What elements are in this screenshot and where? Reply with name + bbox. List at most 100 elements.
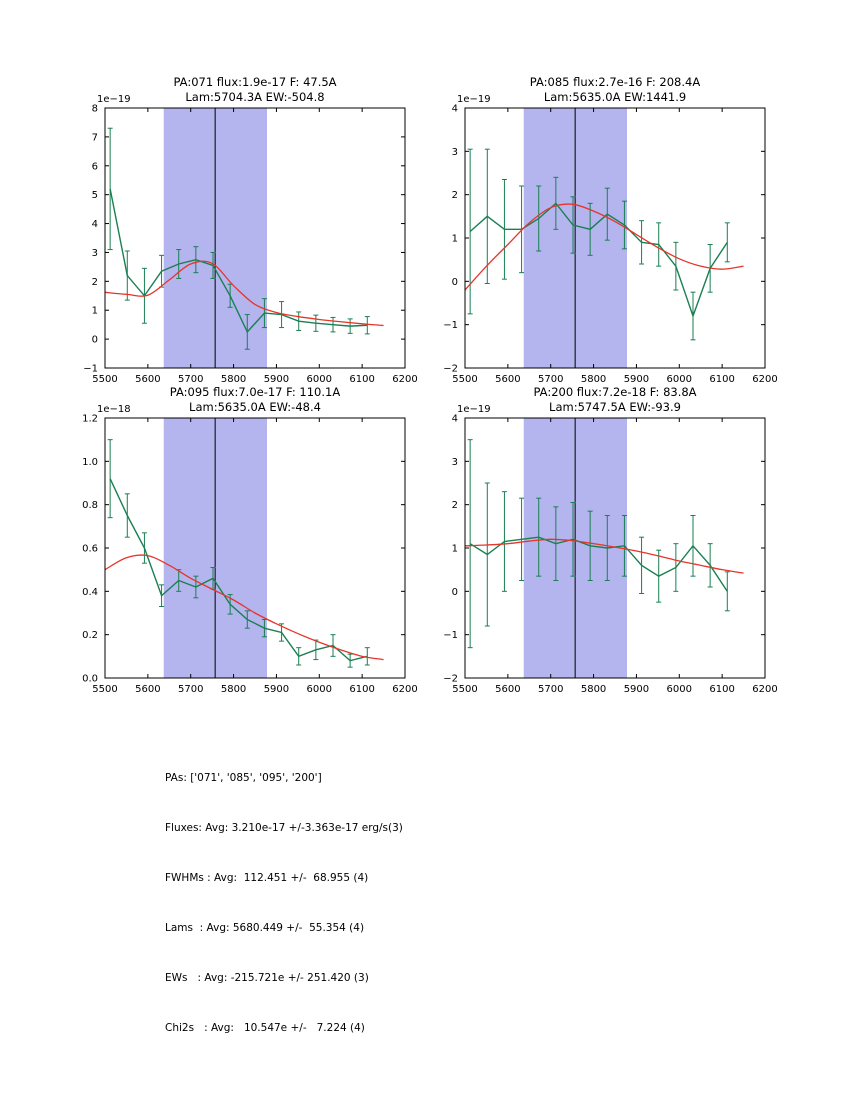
subplot-title-line1: PA:085 flux:2.7e-16 F: 208.4A — [530, 75, 701, 89]
subplot-title-line1: PA:095 flux:7.0e-17 F: 110.1A — [170, 385, 341, 399]
x-tick-label: 5500 — [452, 374, 477, 385]
spectrum-line — [109, 188, 368, 334]
fit-curve — [104, 554, 384, 661]
y-tick-label: 0 — [92, 335, 98, 346]
x-tick-label: 5700 — [538, 684, 563, 695]
y-axis-offset-label: 1e−19 — [457, 94, 491, 105]
y-axis-offset-label: 1e−19 — [457, 404, 491, 415]
subplot-PA071: 5500 5600 5700 5800 5900 6000 6100 6200 −1 0 1 2 3 4 5… — [83, 75, 417, 385]
x-tick-label: 6100 — [349, 684, 374, 695]
x-tick-label: 6100 — [349, 374, 374, 385]
x-tick-label: 5900 — [264, 374, 289, 385]
y-tick-label: 1 — [452, 234, 458, 245]
y-tick-label: 0.8 — [82, 500, 98, 511]
fit-summary: PAs: ['071', '085', '095', '200'] Fluxes… — [165, 741, 403, 1065]
x-tick-label: 6000 — [307, 684, 332, 695]
y-tick-label: 0.0 — [82, 674, 98, 685]
y-tick-label: 2 — [452, 190, 458, 201]
spectrum-line — [469, 536, 728, 592]
x-tick-label: 5700 — [178, 374, 203, 385]
x-tick-label: 5600 — [495, 374, 520, 385]
y-tick-label: −2 — [443, 364, 458, 375]
y-tick-label: 4 — [92, 219, 98, 230]
x-tick-label: 6000 — [667, 374, 692, 385]
y-tick-label: 7 — [92, 132, 98, 143]
x-tick-label: 6200 — [392, 684, 417, 695]
y-tick-label: 2 — [452, 500, 458, 511]
y-tick-label: −1 — [443, 320, 458, 331]
summary-line-pas: PAs: ['071', '085', '095', '200'] — [165, 772, 322, 784]
spectrum-line — [469, 202, 728, 319]
y-tick-label: 1.2 — [82, 414, 98, 425]
subplot-title-line2: Lam:5635.0A EW:1441.9 — [544, 90, 686, 104]
y-tick-label: 8 — [92, 104, 98, 115]
fit-curve — [464, 203, 744, 291]
y-tick-label: 0 — [452, 277, 458, 288]
summary-line-fwhms: FWHMs : Avg: 112.451 +/- 68.955 (4) — [165, 872, 369, 884]
summary-line-chi2s: Chi2s : Avg: 10.547e +/- 7.224 (4) — [165, 1022, 365, 1034]
subplot-title-line1: PA:071 flux:1.9e-17 F: 47.5A — [173, 75, 336, 89]
summary-line-ews: EWs : Avg: -215.721e +/- 251.420 (3) — [165, 972, 369, 984]
plots-canvas: 5500 5600 5700 5800 5900 6000 6100 6200−1012345… — [82, 75, 778, 695]
spectrum-line — [109, 478, 368, 662]
x-tick-label: 6100 — [709, 374, 734, 385]
y-tick-label: 4 — [452, 414, 458, 425]
subplot-PA095: 5500 5600 5700 5800 5900 6000 6100 6200 0.0 0.2 0.… — [82, 385, 418, 695]
y-tick-label: −2 — [443, 674, 458, 685]
x-tick-label: 6200 — [752, 374, 777, 385]
x-tick-label: 5600 — [135, 374, 160, 385]
fit-curve — [104, 260, 384, 327]
x-tick-label: 5800 — [221, 684, 246, 695]
x-tick-label: 6000 — [307, 374, 332, 385]
summary-line-lams: Lams : Avg: 5680.449 +/- 55.354 (4) — [165, 922, 365, 934]
y-tick-label: 0.2 — [82, 630, 98, 641]
subplot-PA085: 5500 5600 5700 5800 5900 6000 6100 6200 −2 −1 0 1 2 3… — [443, 75, 777, 385]
subplot-title-line1: PA:200 flux:7.2e-18 F: 83.8A — [533, 385, 696, 399]
y-tick-label: 5 — [92, 190, 98, 201]
error-bars — [107, 439, 370, 668]
y-tick-label: 0 — [452, 587, 458, 598]
x-tick-label: 5500 — [92, 374, 117, 385]
x-tick-label: 5600 — [135, 684, 160, 695]
subplot-title-line2: Lam:5635.0A EW:-48.4 — [189, 400, 321, 414]
tick-marks — [464, 417, 766, 679]
subplot-PA200: 5500 5600 5700 5800 5900 6000 6100 6200 −2 −1 0 1 2 3… — [443, 385, 777, 695]
y-tick-label: 3 — [92, 248, 98, 259]
y-axis-offset-label: 1e−18 — [97, 404, 131, 415]
y-tick-label: 6 — [92, 161, 98, 172]
x-tick-label: 5800 — [581, 684, 606, 695]
x-tick-label: 6100 — [709, 684, 734, 695]
x-tick-label: 5900 — [624, 684, 649, 695]
y-tick-label: 2 — [92, 277, 98, 288]
y-axis-offset-label: 1e−19 — [97, 94, 131, 105]
tick-marks — [104, 107, 406, 369]
y-tick-label: 0.6 — [82, 544, 98, 555]
x-tick-label: 6000 — [667, 684, 692, 695]
x-tick-label: 5900 — [264, 684, 289, 695]
tick-marks — [464, 107, 766, 369]
x-tick-label: 5700 — [178, 684, 203, 695]
y-tick-label: 1 — [452, 544, 458, 555]
x-tick-label: 5900 — [624, 374, 649, 385]
y-tick-label: 3 — [452, 147, 458, 158]
y-tick-label: 4 — [452, 104, 458, 115]
y-tick-label: −1 — [443, 630, 458, 641]
y-tick-label: 3 — [452, 457, 458, 468]
y-tick-label: −1 — [83, 364, 98, 375]
y-tick-label: 0.4 — [82, 587, 98, 598]
subplot-title-line2: Lam:5704.3A EW:-504.8 — [185, 90, 324, 104]
x-tick-label: 5600 — [495, 684, 520, 695]
summary-line-fluxes: Fluxes: Avg: 3.210e-17 +/-3.363e-17 erg/… — [165, 822, 403, 834]
axes-frame — [104, 107, 406, 369]
y-tick-label: 1.0 — [82, 457, 98, 468]
x-tick-label: 5700 — [538, 374, 563, 385]
x-tick-label: 5800 — [221, 374, 246, 385]
fit-curve — [464, 538, 744, 574]
x-tick-label: 5500 — [452, 684, 477, 695]
y-tick-label: 1 — [92, 306, 98, 317]
x-tick-label: 6200 — [392, 374, 417, 385]
tick-marks — [104, 417, 406, 679]
subplot-title-line2: Lam:5747.5A EW:-93.9 — [549, 400, 681, 414]
x-tick-label: 5800 — [581, 374, 606, 385]
